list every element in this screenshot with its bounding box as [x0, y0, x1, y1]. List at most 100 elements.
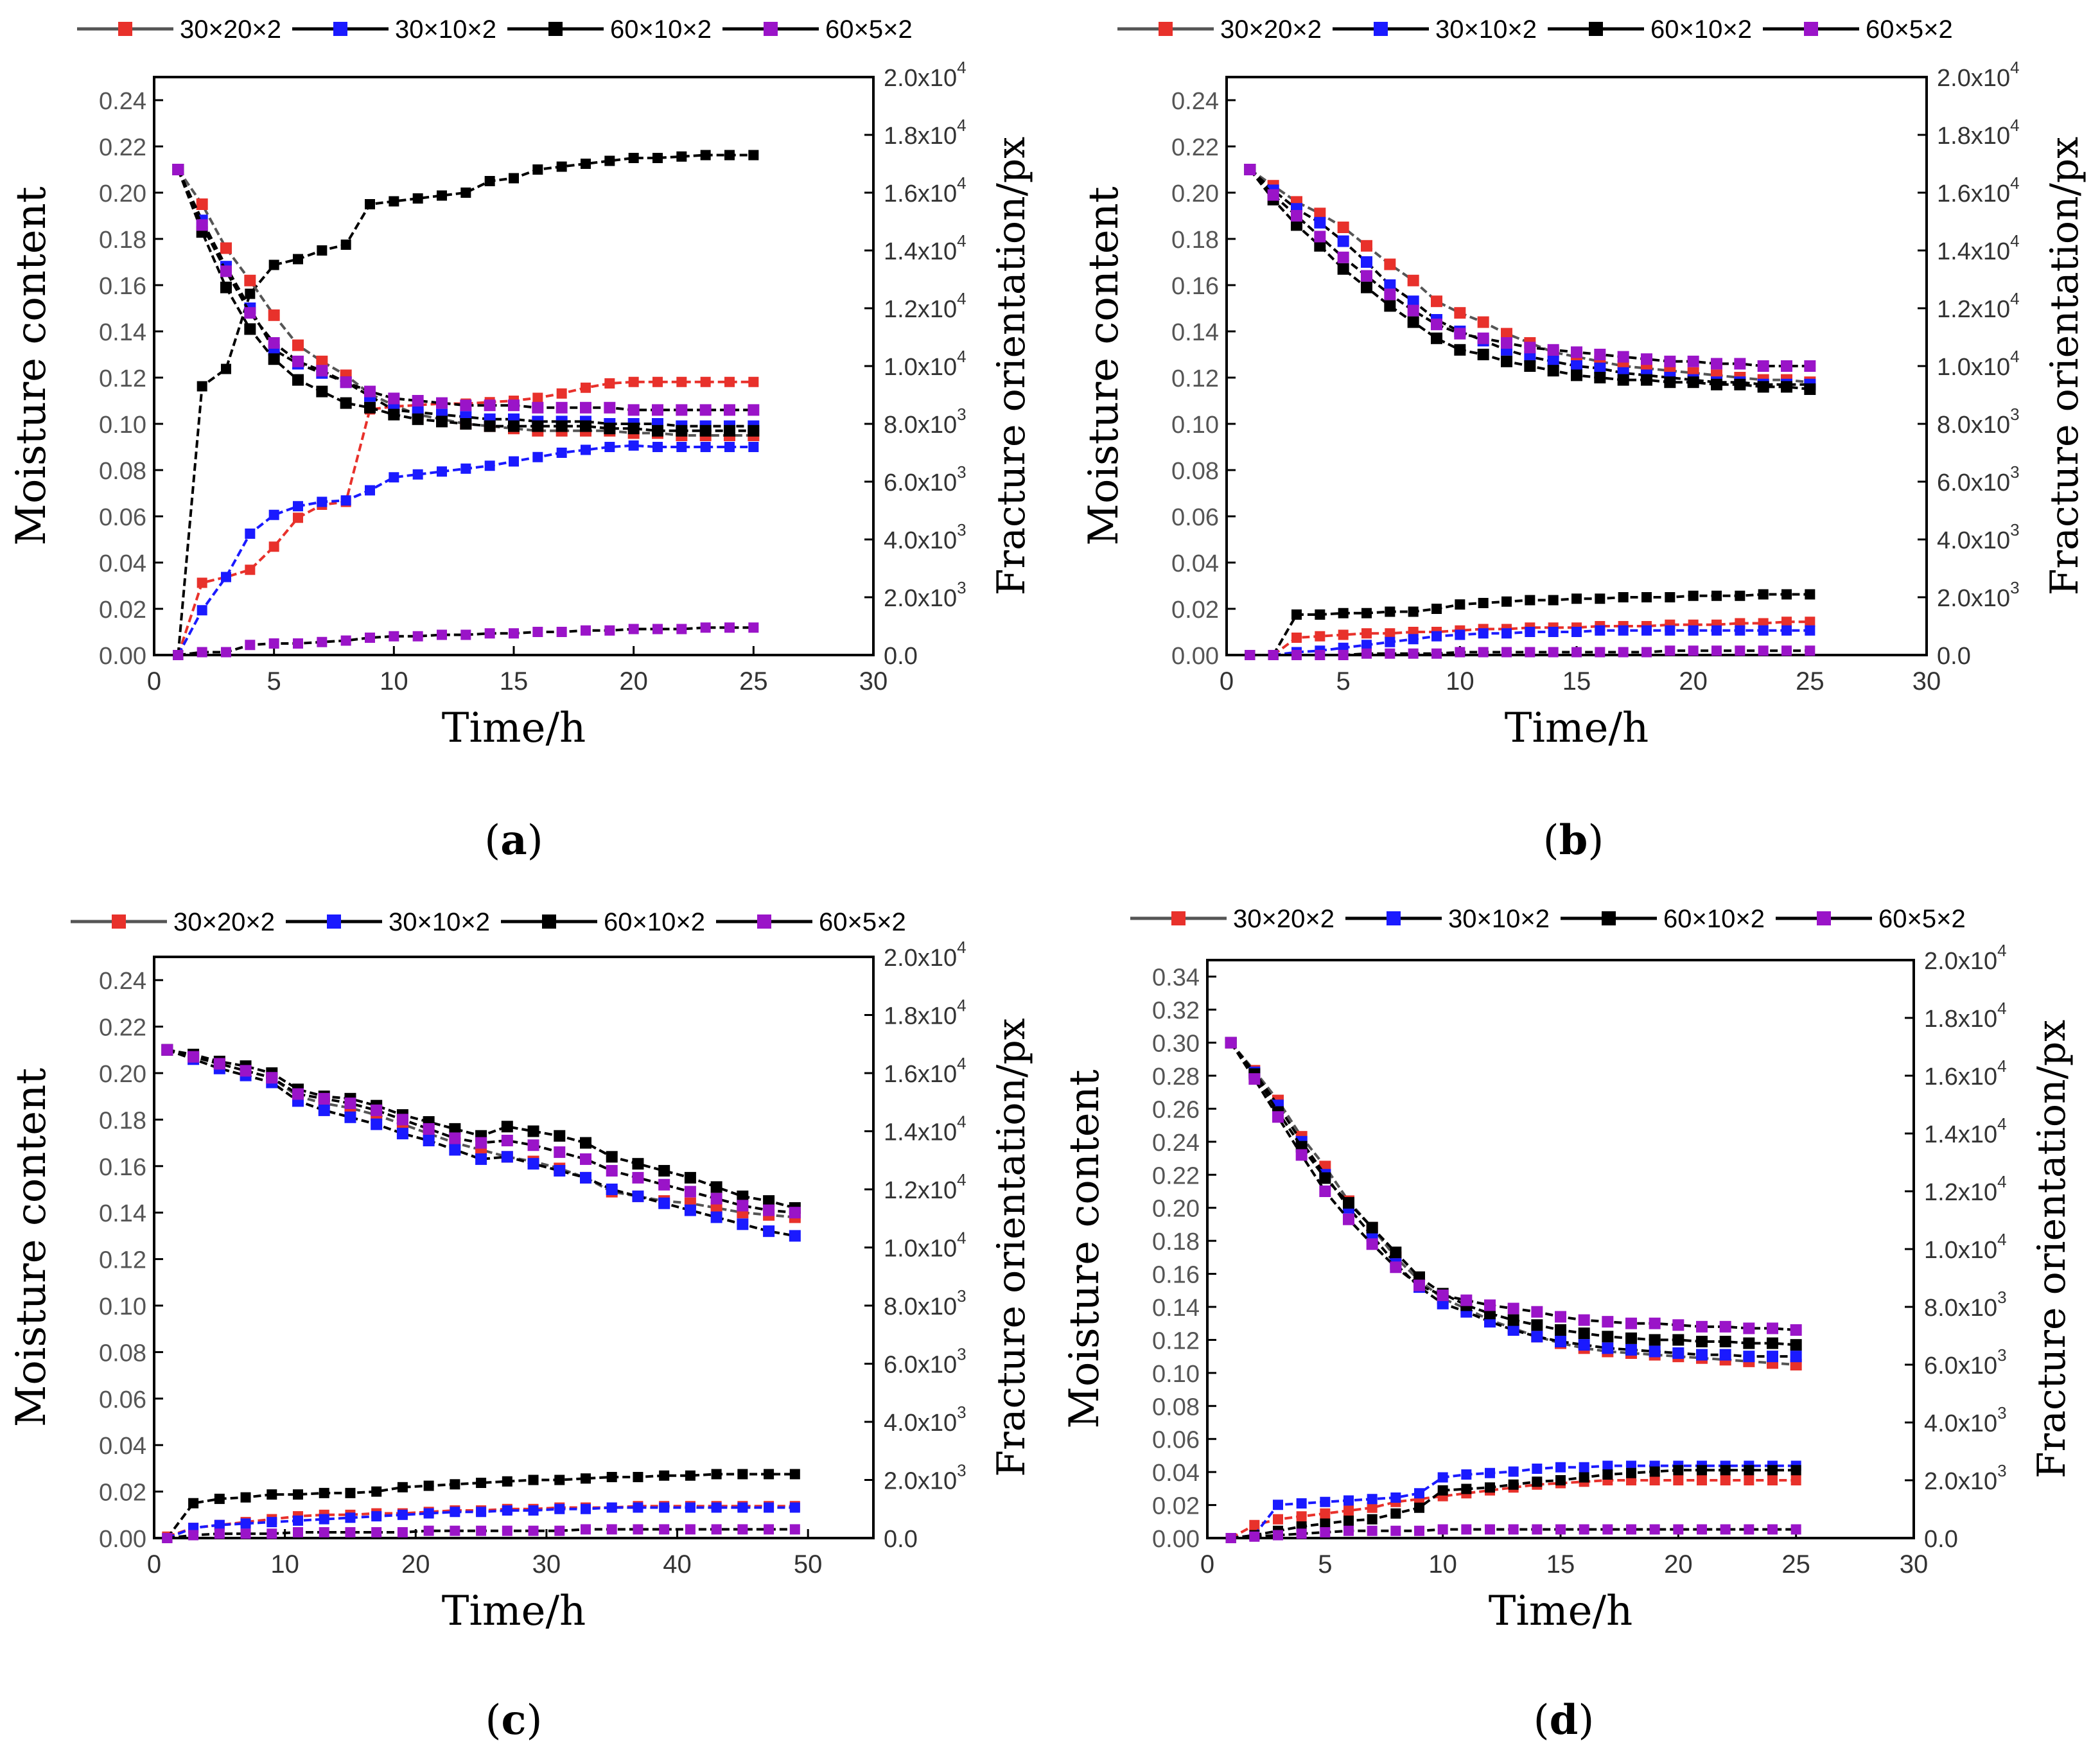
fracture-point: [484, 176, 495, 186]
fracture-point: [268, 509, 279, 520]
moisture-point: [268, 353, 280, 365]
y2-tick-label: 4.0x103: [884, 520, 967, 554]
x-tick-label: 10: [1428, 1550, 1457, 1579]
fracture-point: [1618, 647, 1629, 658]
fracture-point: [628, 440, 639, 451]
y-tick-label: 0.14: [1152, 1295, 1200, 1322]
fracture-point: [1485, 1524, 1495, 1535]
legend-marker: [1817, 911, 1831, 925]
y2-tick-label: 1.0x104: [884, 1229, 967, 1263]
fracture-point: [1744, 1465, 1754, 1476]
fracture-point: [1579, 1524, 1589, 1535]
fracture-point: [1501, 628, 1512, 639]
fracture-point: [1367, 1494, 1378, 1505]
fracture-point: [1501, 596, 1512, 607]
moisture-point: [1547, 355, 1559, 367]
fracture-point: [1649, 1524, 1660, 1535]
y-tick-label: 0.20: [1152, 1196, 1200, 1223]
moisture-point: [220, 265, 232, 277]
fracture-point: [293, 501, 303, 512]
fracture-point: [340, 635, 351, 646]
fracture-point: [1408, 606, 1419, 617]
fracture-point: [460, 188, 471, 198]
moisture-point: [1790, 1339, 1802, 1351]
fracture-point: [1291, 650, 1302, 660]
moisture-point: [1617, 374, 1629, 386]
fracture-point: [628, 153, 639, 163]
moisture-point: [1501, 337, 1512, 349]
fracture-point: [528, 1474, 539, 1485]
fracture-point: [737, 1502, 748, 1513]
legend-marker: [542, 914, 556, 929]
fracture-point: [1697, 1465, 1707, 1476]
y-tick-label: 0.00: [99, 1526, 146, 1553]
fracture-point: [1673, 1524, 1684, 1535]
fracture-point: [423, 1508, 434, 1519]
fracture-point: [423, 1525, 434, 1536]
moisture-point: [1555, 1336, 1566, 1347]
fracture-point: [1641, 647, 1652, 658]
moisture-point: [737, 1218, 749, 1230]
y-tick-label: 0.28: [1152, 1063, 1200, 1090]
fracture-point: [1595, 593, 1606, 604]
fracture-point: [319, 1487, 329, 1498]
moisture-point: [1781, 381, 1792, 393]
fracture-point: [581, 444, 591, 455]
fracture-point: [1320, 1527, 1331, 1537]
y2-tick-label: 1.8x104: [884, 116, 967, 150]
y-tick-label: 0.22: [99, 134, 146, 161]
moisture-point: [1641, 353, 1652, 365]
y-tick-label: 0.18: [1152, 1229, 1200, 1256]
fracture-point: [652, 376, 663, 387]
moisture-point: [1384, 258, 1396, 270]
y-tick-label: 0.22: [99, 1015, 146, 1042]
moisture-point: [763, 1225, 775, 1238]
legend-label: 30×20×2: [180, 15, 281, 44]
y-tick-label: 0.02: [1171, 597, 1219, 624]
fracture-point: [1478, 598, 1489, 608]
moisture-point: [580, 1137, 591, 1149]
moisture-point: [1524, 360, 1536, 372]
legend: 30×20×2 30×10×2 60×10×2 60×5×2: [1130, 905, 1966, 933]
moisture-point: [1507, 1302, 1519, 1315]
moisture-point: [188, 1051, 200, 1063]
fracture-point: [1665, 645, 1676, 656]
fracture-point: [1781, 625, 1792, 636]
fracture-point: [365, 199, 375, 209]
moisture-point: [1734, 358, 1746, 370]
fracture-point: [1697, 1475, 1707, 1485]
moisture-point: [652, 424, 663, 437]
fracture-point: [1767, 1475, 1778, 1485]
y-tick-label: 0.30: [1152, 1031, 1200, 1058]
moisture-point: [423, 1123, 435, 1135]
moisture-point: [364, 385, 376, 398]
y2-tick-label: 2.0x103: [884, 578, 967, 612]
x-tick-label: 10: [380, 667, 408, 696]
x-tick-label: 30: [1900, 1550, 1929, 1579]
fracture-point: [221, 647, 231, 658]
y-tick-label: 0.18: [1171, 227, 1219, 254]
fracture-point: [1390, 1492, 1401, 1503]
fracture-point: [214, 1493, 225, 1504]
moisture-point: [1507, 1324, 1519, 1336]
moisture-point: [684, 1171, 696, 1184]
fracture-point: [724, 376, 735, 387]
fracture-point: [1296, 1511, 1307, 1522]
fracture-point: [371, 1527, 382, 1537]
moisture-point: [1571, 360, 1582, 372]
moisture-point: [449, 1132, 461, 1144]
fracture-point: [633, 1502, 643, 1513]
fracture-point: [581, 382, 591, 393]
fracture-point: [1711, 645, 1722, 656]
y2-axis-title: Fracture orientation/px: [989, 137, 1034, 595]
moisture-point: [292, 355, 304, 367]
fracture-point: [1296, 1498, 1307, 1509]
fracture-point: [748, 376, 759, 387]
fracture-point: [748, 442, 759, 452]
moisture-point: [1696, 1349, 1708, 1361]
fracture-point: [319, 1514, 329, 1525]
fracture-point: [659, 1470, 670, 1481]
legend: 30×20×2 30×10×2 60×10×2 60×5×2: [77, 15, 913, 44]
y2-tick-label: 0.0: [1937, 643, 1971, 670]
fracture-point: [345, 1487, 356, 1498]
